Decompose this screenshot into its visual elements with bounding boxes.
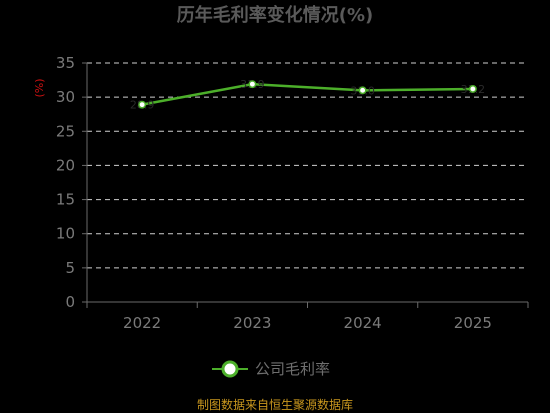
x-tick-label: 2025 xyxy=(454,314,492,332)
chart-title: 历年毛利率变化情况(%) xyxy=(177,4,374,26)
x-tick-label: 2024 xyxy=(344,314,382,332)
y-tick-label: 25 xyxy=(56,122,75,140)
y-tick-label: 35 xyxy=(56,54,75,72)
legend-label: 公司毛利率 xyxy=(255,360,330,378)
source-note: 制图数据来自恒生聚源数据库 xyxy=(197,397,353,412)
x-tick-label: 2022 xyxy=(123,314,161,332)
y-tick-label: 15 xyxy=(56,191,75,209)
series-line xyxy=(141,82,473,106)
y-tick-label: 5 xyxy=(65,259,75,277)
grid-layer xyxy=(87,62,528,269)
x-tick-label: 2023 xyxy=(233,314,271,332)
y-tick-label: 0 xyxy=(65,293,75,311)
data-point[interactable] xyxy=(248,80,257,89)
y-tick-label: 10 xyxy=(56,225,75,243)
y-axis-label: (%) xyxy=(33,78,46,97)
y-tick-label: 20 xyxy=(56,156,75,174)
legend-marker-swatch xyxy=(221,360,239,378)
data-point[interactable] xyxy=(358,86,367,95)
series-layer: 28.931.931.031.2 xyxy=(130,78,485,111)
legend[interactable]: 公司毛利率 xyxy=(212,360,330,378)
y-tick-label: 30 xyxy=(56,88,75,106)
data-point[interactable] xyxy=(468,84,477,93)
data-point[interactable] xyxy=(138,100,147,109)
